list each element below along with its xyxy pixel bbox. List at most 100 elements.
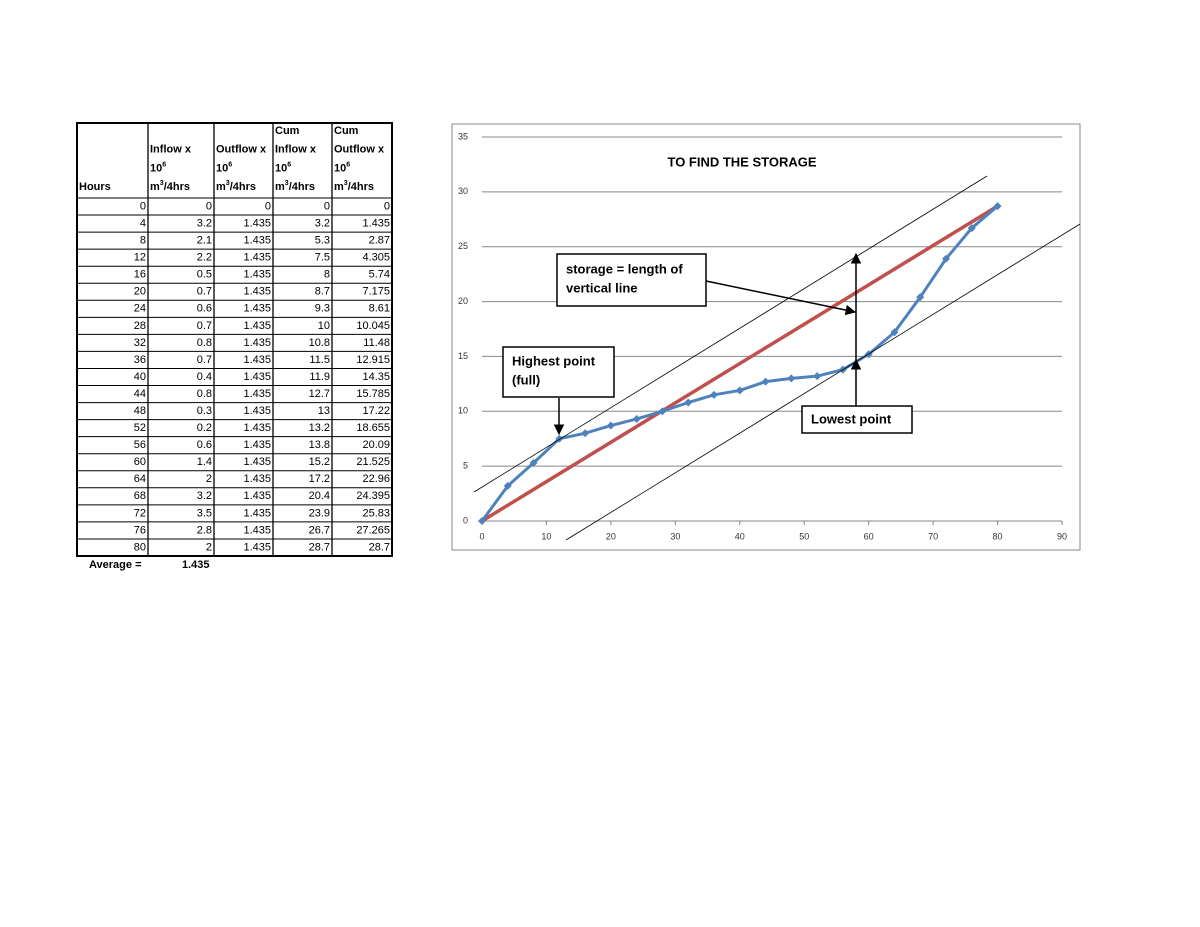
cell: 0.3 (197, 405, 212, 417)
header-text: Outflow x (216, 144, 267, 156)
cell: 0 (265, 200, 271, 212)
cell: 12.915 (356, 354, 390, 366)
header-text: m3/4hrs (216, 180, 256, 193)
header-text: Cum (334, 125, 359, 137)
cell: 3.2 (197, 490, 212, 502)
marker (710, 390, 718, 399)
cell: 36 (134, 354, 146, 366)
x-tick-label: 80 (993, 531, 1003, 541)
annotation: (full) (512, 372, 540, 387)
cell: 0.6 (197, 439, 212, 451)
cell: 17.22 (362, 405, 390, 417)
y-tick-label: 0 (463, 515, 468, 525)
storage-box (556, 253, 707, 307)
header-segment: Hours (79, 181, 111, 193)
marker (684, 398, 693, 407)
annotation: storage = length of (566, 261, 683, 276)
x-tick-label: 10 (541, 531, 551, 541)
cell: 17.2 (309, 473, 330, 485)
cell: 9.3 (315, 303, 330, 315)
cell: 26.7 (309, 524, 330, 536)
cell: 5.3 (315, 235, 330, 247)
header-segment: 10 (334, 162, 346, 174)
cell: 22.96 (362, 473, 390, 485)
cell: 4 (140, 217, 146, 229)
cell: 21.525 (356, 456, 390, 468)
header-segment: 10 (150, 162, 162, 174)
header-text: m3/4hrs (334, 180, 374, 193)
cell: 3.5 (197, 507, 212, 519)
cell: 2.2 (197, 252, 212, 264)
cell: 1.435 (243, 303, 271, 315)
header-segment: Outflow x (334, 144, 385, 156)
marker (735, 386, 744, 395)
marker (606, 421, 615, 430)
marker (787, 374, 796, 383)
annotation: vertical line (566, 280, 638, 295)
lowest-box (801, 405, 913, 434)
annotations: storage = length of vertical line Highes… (473, 154, 1081, 541)
marker (529, 458, 538, 467)
superscript: 3 (226, 180, 230, 187)
cell: 1.435 (243, 439, 271, 451)
table-border (76, 122, 393, 557)
cell: 0.8 (197, 388, 212, 400)
cell: 1.435 (243, 456, 271, 468)
y-tick-label: 15 (458, 351, 468, 361)
header-text: Outflow x (334, 144, 385, 156)
superscript: 6 (346, 162, 350, 169)
header-segment: /4hrs (348, 181, 374, 193)
cell: 12 (134, 252, 146, 264)
cell: 1.435 (243, 507, 271, 519)
header-text: 106 (334, 162, 350, 175)
marker (503, 481, 512, 490)
cell: 1.435 (243, 388, 271, 400)
cell: 14.35 (362, 371, 390, 383)
cell: 10.8 (309, 337, 330, 349)
marker (478, 517, 486, 525)
header-segment: 10 (275, 162, 287, 174)
cell: 0.8 (197, 337, 212, 349)
cell: 3.2 (197, 217, 212, 229)
cell: 48 (134, 405, 146, 417)
x-tick-label: 40 (735, 531, 745, 541)
cell: 0 (140, 200, 146, 212)
cell: 1.435 (243, 337, 271, 349)
cell: 44 (134, 388, 146, 400)
storage-arrow (705, 280, 857, 316)
cell: 8 (324, 269, 330, 281)
header-segment: Inflow x (275, 144, 317, 156)
y-tick-label: 30 (458, 186, 468, 196)
header-segment: Outflow x (216, 144, 267, 156)
cell: 3.2 (315, 217, 330, 229)
cell: 2.1 (197, 235, 212, 247)
cell: 1.435 (243, 235, 271, 247)
cell: 0 (206, 200, 212, 212)
cell: 1.435 (243, 320, 271, 332)
cell: 64 (134, 473, 146, 485)
header-segment: m (334, 181, 344, 193)
marker (967, 224, 976, 233)
series-line (481, 204, 999, 523)
cell: 2.87 (369, 235, 390, 247)
x-tick-label: 20 (606, 531, 616, 541)
header-segment: Inflow x (150, 144, 192, 156)
x-tick-label: 70 (928, 531, 938, 541)
cell: 27.265 (356, 524, 390, 536)
cell: 1.435 (243, 473, 271, 485)
header-text: Cum (275, 125, 300, 137)
cell: 40 (134, 371, 146, 383)
cell: 16 (134, 269, 146, 281)
header-text: Hours (79, 181, 111, 193)
cell: 0 (324, 200, 330, 212)
header-text: 106 (150, 162, 166, 175)
cell: 0.6 (197, 303, 212, 315)
cell: 28 (134, 320, 146, 332)
header-segment: m (275, 181, 285, 193)
cell: 8 (140, 235, 146, 247)
header-text: Inflow x (150, 144, 192, 156)
cell: 8.7 (315, 286, 330, 298)
cell: 2 (206, 473, 212, 485)
x-tick-label: 0 (479, 531, 484, 541)
